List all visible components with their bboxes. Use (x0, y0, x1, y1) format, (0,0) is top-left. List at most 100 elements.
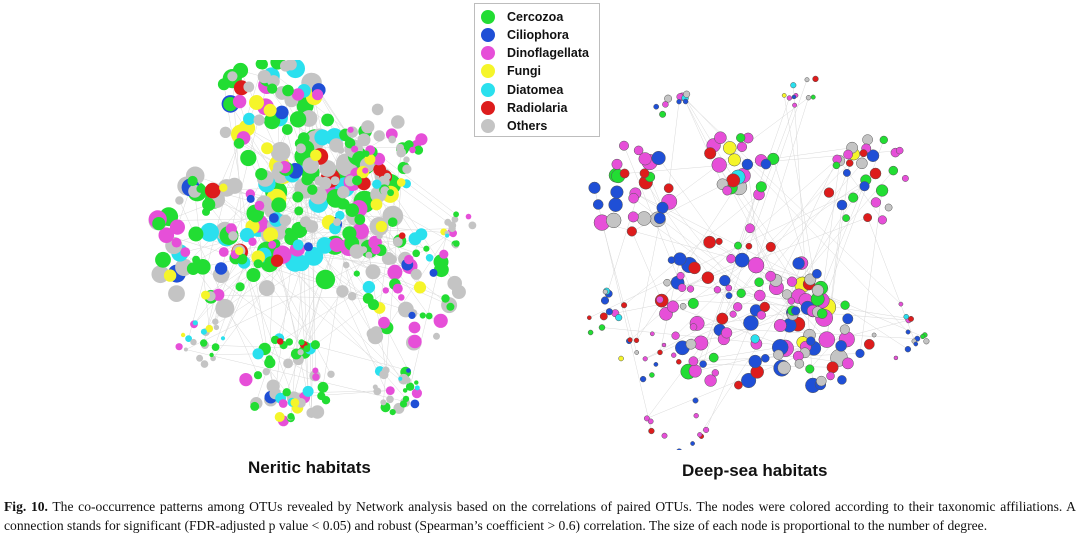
network-node (302, 157, 319, 174)
network-node (152, 217, 166, 231)
network-node (736, 133, 746, 143)
network-edge (776, 159, 838, 288)
network-node (444, 218, 452, 226)
network-node (219, 126, 232, 138)
network-node (403, 376, 411, 384)
network-node (190, 338, 197, 346)
network-node (842, 357, 854, 370)
figure-10: Cercozoa Ciliophora Dinoflagellata Fungi… (148, 3, 930, 480)
network-node (653, 362, 659, 367)
network-node (745, 223, 755, 234)
network-node (264, 113, 281, 130)
network-node (317, 391, 326, 401)
network-node (389, 409, 396, 416)
network-node (349, 244, 364, 259)
network-node (387, 217, 398, 227)
network-node (648, 427, 655, 435)
network-node (441, 294, 450, 303)
network-node (310, 340, 320, 350)
network-node (200, 360, 209, 368)
network-node (303, 345, 311, 353)
network-node (414, 380, 419, 385)
network-node (342, 226, 357, 241)
network-node (621, 302, 628, 309)
network-node (888, 165, 899, 176)
network-node (175, 196, 184, 205)
network-node (267, 83, 278, 94)
network-node (213, 324, 220, 331)
network-edge (212, 244, 299, 359)
network-node (837, 375, 847, 385)
network-node (202, 197, 216, 212)
network-node (387, 189, 394, 197)
network-node (826, 371, 835, 381)
network-node (183, 347, 188, 352)
network-node (839, 324, 850, 335)
network-node (835, 340, 847, 352)
network-node (765, 270, 776, 282)
network-edge (694, 105, 795, 372)
network-node (391, 115, 405, 129)
figure-number: Fig. 10. (4, 499, 48, 514)
network-node (200, 222, 219, 242)
network-node (756, 310, 766, 320)
network-node (287, 413, 295, 420)
network-node (653, 103, 660, 110)
network-node (330, 176, 340, 186)
network-node (715, 237, 723, 245)
network-edge (817, 290, 909, 350)
network-node (433, 313, 448, 328)
network-node (253, 114, 265, 126)
network-node (354, 214, 366, 225)
network-node (599, 312, 608, 321)
network-edge (693, 347, 781, 362)
network-node (697, 432, 703, 438)
panel-label-neritic: Neritic habitats (248, 458, 371, 477)
network-node (676, 448, 682, 450)
network-node (363, 150, 370, 157)
network-node (388, 135, 397, 144)
network-node (713, 286, 722, 294)
network-node (219, 183, 228, 192)
network-node (276, 338, 284, 345)
network-node (371, 103, 384, 116)
network-edge (631, 231, 662, 301)
network-node (726, 254, 736, 264)
network-node (285, 227, 293, 236)
network-node (312, 89, 324, 101)
network-node (863, 338, 875, 350)
network-node (725, 284, 733, 292)
network-node (269, 213, 279, 223)
network-node (671, 352, 677, 358)
network-node (240, 149, 257, 167)
network-node (302, 385, 314, 397)
network-node (703, 426, 710, 433)
network-node (246, 194, 255, 203)
network-node (434, 262, 449, 278)
network-node (610, 185, 624, 199)
network-node (333, 218, 342, 227)
network-node (588, 181, 601, 194)
network-node (832, 161, 841, 170)
network-node (307, 184, 318, 195)
network-node (372, 179, 382, 189)
network-node (253, 259, 263, 269)
network-node (317, 381, 329, 393)
network-node (410, 399, 420, 409)
network-edge (682, 179, 866, 307)
network-node (254, 200, 265, 211)
network-node (656, 201, 669, 214)
network-node (714, 131, 727, 144)
network-node (836, 199, 848, 211)
network-node (908, 315, 914, 322)
network-node (920, 333, 926, 340)
network-node (281, 124, 293, 135)
network-node (726, 173, 741, 188)
network-node (725, 292, 733, 300)
network-edge (658, 157, 720, 242)
network-node (258, 280, 275, 297)
network-node (293, 255, 310, 272)
network-node (271, 197, 287, 213)
network-node (895, 146, 904, 155)
network-node (410, 268, 422, 280)
